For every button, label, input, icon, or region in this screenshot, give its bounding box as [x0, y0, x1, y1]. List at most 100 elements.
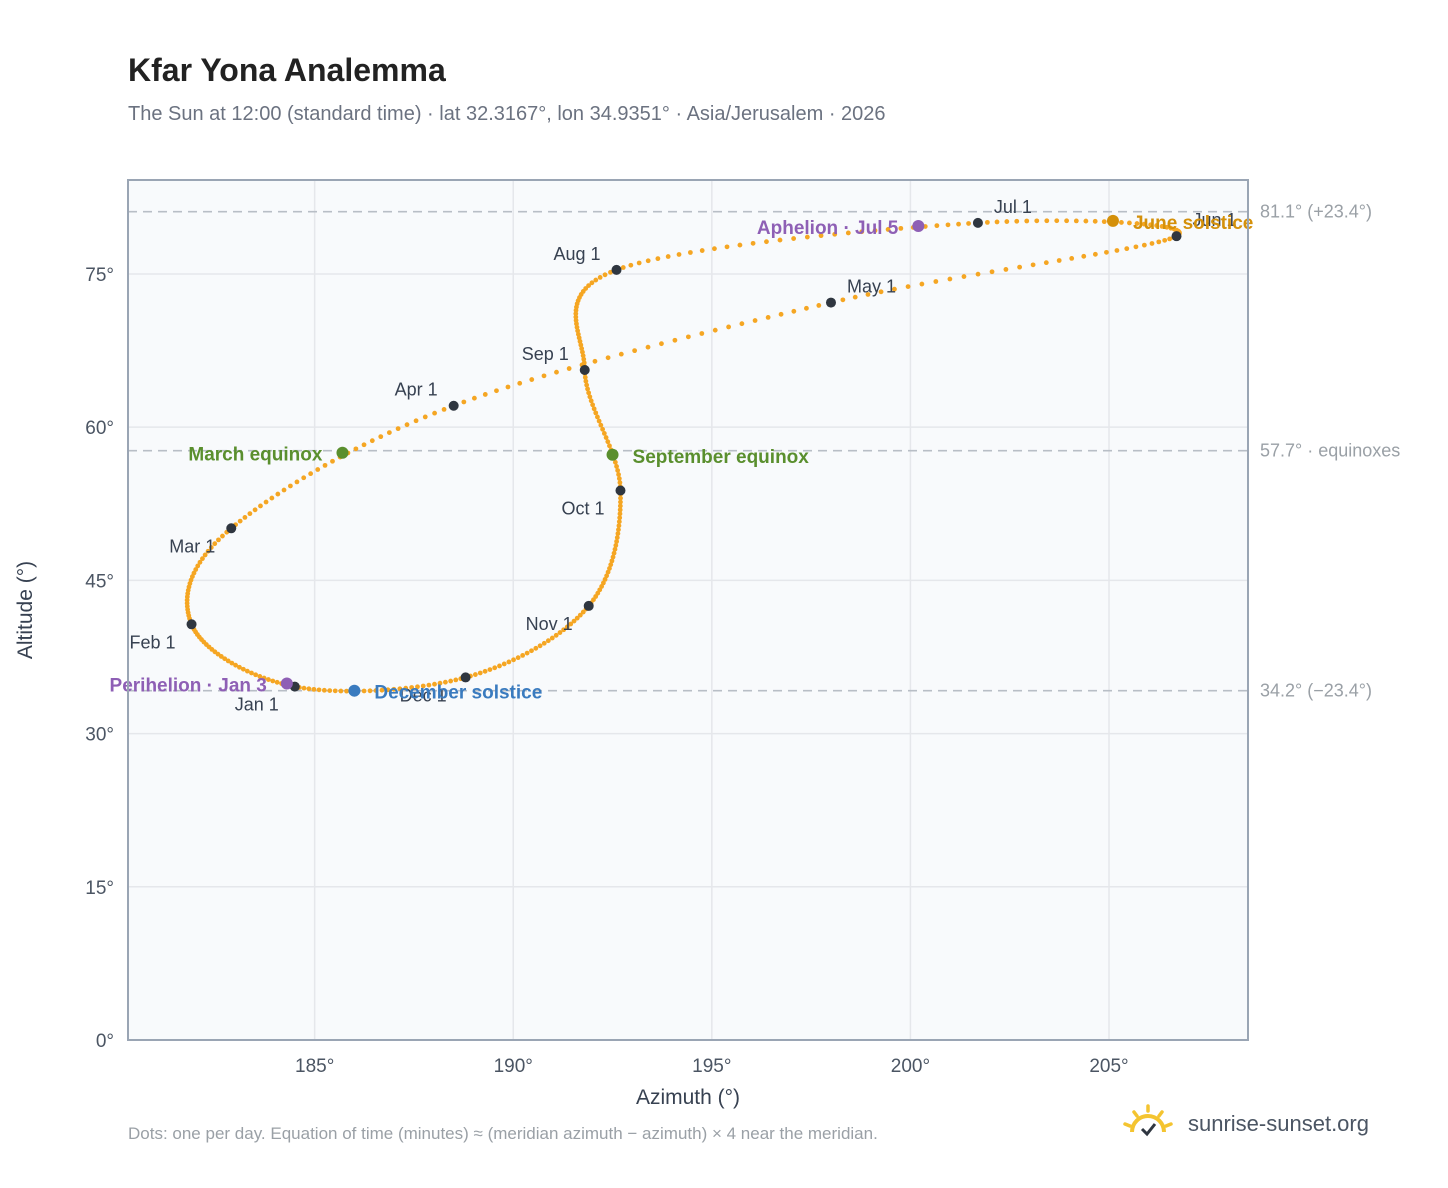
day-dot: [598, 422, 604, 428]
day-dot: [482, 668, 488, 674]
day-dot: [580, 353, 586, 359]
plot-frame: [127, 179, 1249, 1041]
day-dot: [617, 503, 623, 509]
day-dot: [618, 351, 624, 357]
day-dot: [564, 624, 570, 630]
day-dot: [1164, 224, 1170, 230]
month-markers: Jan 1 Feb 1 Mar 1 Apr 1 May 1 Jun 1 Jul 1 Aug 1…: [130, 197, 1237, 715]
day-dot: [315, 467, 321, 472]
day-dot: [472, 672, 478, 677]
day-dot: [511, 657, 516, 663]
day-dot: [905, 284, 911, 289]
day-dot: [1064, 218, 1070, 224]
day-dot: [311, 686, 317, 692]
day-dot: [852, 294, 858, 300]
day-dot: [878, 289, 884, 295]
day-dot: [1043, 260, 1049, 266]
day-dot: [494, 388, 499, 394]
day-dot: [737, 242, 743, 248]
day-dot: [933, 279, 939, 284]
day-dot: [672, 337, 678, 343]
day-dot: [403, 685, 409, 691]
day-dot: [316, 687, 322, 693]
reference-line-label: 57.7° · equinoxes: [1260, 441, 1400, 461]
day-dot: [1069, 255, 1075, 261]
day-dot: [614, 535, 620, 540]
day-dot: [610, 554, 616, 560]
day-dot: [604, 573, 610, 579]
day-dot: [574, 615, 580, 621]
day-dot: [258, 503, 263, 509]
month-marker-label: Jul 1: [994, 197, 1032, 217]
day-dot: [947, 276, 953, 282]
day-dot: [492, 665, 498, 671]
day-dot: [612, 546, 618, 552]
day-dot: [961, 274, 967, 279]
day-dot: [501, 661, 507, 667]
day-dot: [1148, 222, 1154, 228]
day-dot: [632, 348, 638, 354]
month-marker-label: Oct 1: [561, 498, 604, 518]
day-dot: [247, 511, 253, 517]
day-dot: [816, 303, 822, 308]
day-dot: [616, 527, 621, 533]
day-dot: [1044, 218, 1050, 224]
day-dot: [618, 499, 623, 505]
day-dot: [529, 377, 535, 382]
brand-logo[interactable]: sunrise-sunset.org: [1122, 1102, 1369, 1146]
day-dot: [261, 675, 267, 681]
day-dot: [617, 515, 623, 521]
day-dot: [676, 252, 682, 257]
day-dot: [1081, 253, 1087, 259]
day-dot: [578, 342, 584, 348]
day-dot: [804, 305, 809, 311]
day-dot: [448, 678, 454, 684]
day-dot: [1141, 242, 1147, 248]
day-dot: [579, 346, 585, 351]
day-dot: [739, 321, 745, 327]
month-marker: [825, 297, 836, 308]
day-dot: [332, 688, 338, 694]
day-dot: [840, 297, 846, 303]
day-dot: [592, 358, 598, 364]
day-dot: [602, 272, 608, 278]
day-dot: [322, 462, 328, 468]
day-dot: [541, 373, 547, 379]
day-dot: [615, 531, 621, 537]
day-dot: [596, 418, 602, 424]
day-dot: [859, 229, 865, 235]
day-dot: [712, 327, 718, 333]
month-marker: [583, 600, 594, 611]
day-dot: [301, 685, 307, 691]
day-dot: [614, 539, 619, 544]
day-dot: [369, 438, 375, 444]
day-dot: [1162, 237, 1168, 243]
event-marker: [606, 448, 619, 461]
day-dot: [515, 655, 521, 661]
day-dot: [593, 277, 599, 283]
day-dot: [582, 375, 588, 380]
day-dot: [898, 225, 904, 231]
month-marker: [579, 364, 590, 375]
day-dot: [580, 349, 585, 355]
day-dot: [588, 398, 594, 404]
day-dot: [607, 566, 612, 571]
month-marker-label: May 1: [847, 277, 896, 297]
sun-logo-icon: [1122, 1102, 1174, 1147]
day-dot: [237, 518, 243, 524]
y-axis-label: Altitude (°): [14, 561, 37, 659]
day-dot: [612, 459, 618, 465]
day-dot: [353, 446, 359, 452]
day-dot: [549, 635, 555, 641]
day-dot: [287, 483, 293, 489]
day-dot: [541, 640, 547, 646]
day-dot: [1101, 219, 1107, 225]
day-dot: [659, 341, 664, 347]
day-dot: [1083, 218, 1089, 224]
day-dot: [244, 668, 250, 674]
day-dot: [750, 240, 756, 246]
day-dot: [885, 227, 891, 232]
day-dot: [989, 269, 995, 275]
day-dot: [645, 258, 651, 264]
day-dot: [216, 537, 221, 543]
